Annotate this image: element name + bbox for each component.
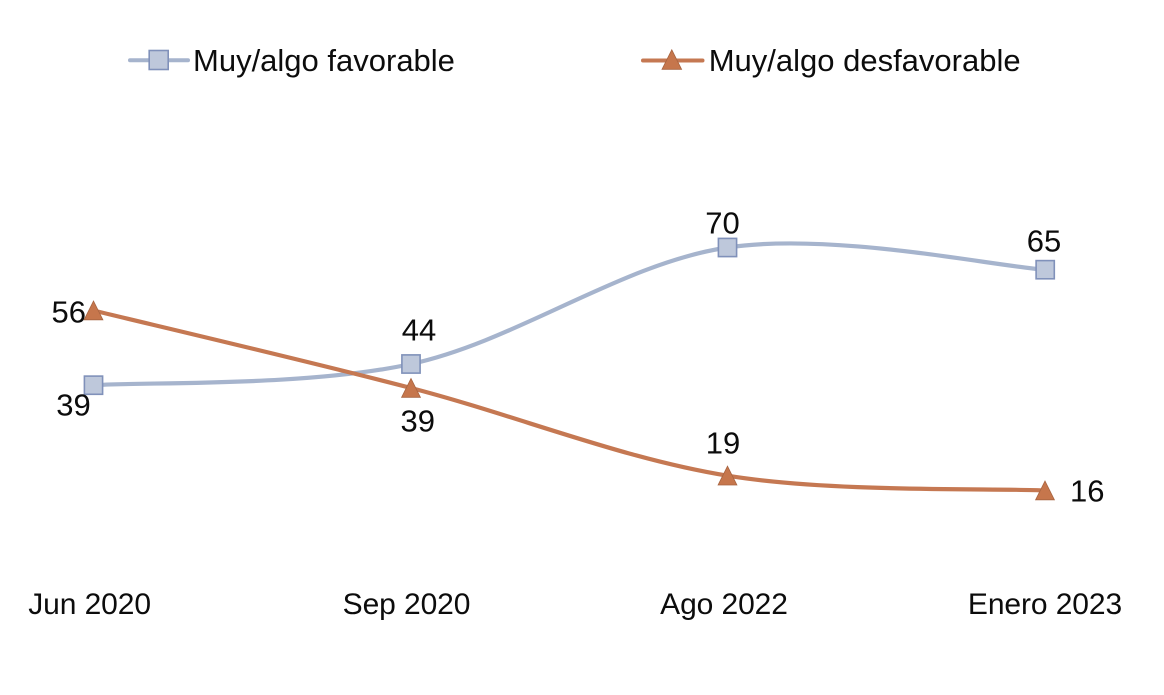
svg-text:65: 65 (1027, 223, 1061, 258)
svg-text:39: 39 (401, 404, 435, 439)
svg-text:Jun 2020: Jun 2020 (28, 588, 151, 621)
svg-text:Ago 2022: Ago 2022 (660, 588, 788, 621)
svg-text:Muy/algo favorable: Muy/algo favorable (193, 43, 455, 78)
svg-text:44: 44 (402, 313, 436, 348)
svg-text:56: 56 (52, 295, 86, 330)
svg-text:Enero 2023: Enero 2023 (968, 588, 1122, 621)
svg-text:Sep 2020: Sep 2020 (343, 588, 471, 621)
svg-text:Muy/algo desfavorable: Muy/algo desfavorable (709, 43, 1021, 78)
svg-text:70: 70 (705, 205, 739, 240)
svg-text:19: 19 (706, 426, 740, 461)
svg-text:16: 16 (1070, 474, 1104, 509)
svg-text:39: 39 (56, 388, 90, 423)
